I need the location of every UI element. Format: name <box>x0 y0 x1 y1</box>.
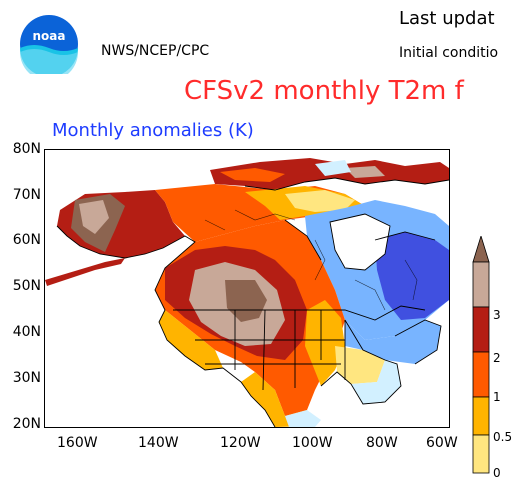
y-tick-label: 30N <box>12 370 41 386</box>
last-updated-label: Last updat <box>399 8 495 29</box>
mexico-cool <box>285 410 321 427</box>
anomaly-map <box>44 149 450 428</box>
colorbar-seg-1-2 <box>472 351 490 398</box>
x-tick-label: 100W <box>292 435 333 451</box>
colorbar-seg-05-1 <box>472 396 490 436</box>
colorbar-seg-3-4 <box>472 261 490 308</box>
map-title: CFSv2 monthly T2m f <box>184 76 464 106</box>
map-canvas <box>45 158 449 427</box>
southeast-light <box>335 346 385 384</box>
noaa-logo-icon: noaa <box>19 14 79 81</box>
y-tick-label: 40N <box>12 324 41 340</box>
y-tick-label: 20N <box>12 416 41 432</box>
colorbar-seg-0-05 <box>472 434 490 474</box>
colorbar-label: 3 <box>493 308 501 322</box>
svg-text:noaa: noaa <box>33 29 66 43</box>
alaska-warm-center <box>79 200 109 234</box>
colorbar-label: 1 <box>493 390 501 404</box>
x-tick-label: 60W <box>426 435 458 451</box>
map-subtitle: Monthly anomalies (K) <box>52 120 254 141</box>
colorbar-top-arrow <box>472 234 490 263</box>
y-tick-label: 50N <box>12 278 41 294</box>
colorbar-seg-2-3 <box>472 306 490 353</box>
colorbar-label: 0.5 <box>493 430 513 444</box>
agency-label: NWS/NCEP/CPC <box>101 43 210 59</box>
y-tick-label: 70N <box>12 187 41 203</box>
rockies-warm-peak <box>225 280 267 322</box>
aleutians <box>45 258 125 286</box>
x-tick-label: 140W <box>138 435 179 451</box>
initial-conditions-label: Initial conditio <box>399 45 499 61</box>
y-tick-label: 60N <box>12 232 41 248</box>
map-boundaries <box>56 177 449 427</box>
colorbar <box>471 234 491 476</box>
colorbar-label: 0 <box>493 466 501 480</box>
arctic-cool-patch <box>315 160 351 176</box>
eastern-us-cool <box>345 320 441 364</box>
colorbar-label: 2 <box>493 351 501 365</box>
x-tick-label: 80W <box>366 435 398 451</box>
map-inner-lines <box>204 209 418 311</box>
plains-transition <box>305 300 345 386</box>
hudson-bay <box>330 214 390 270</box>
x-tick-label: 160W <box>57 435 98 451</box>
arctic-islands-inner <box>345 166 385 178</box>
y-tick-label: 80N <box>12 141 41 157</box>
labrador-cold <box>375 232 449 320</box>
pacific-coast-warm <box>159 310 223 370</box>
southeast-cool <box>351 360 401 404</box>
x-tick-label: 120W <box>220 435 261 451</box>
arctic-islands-inner <box>220 168 285 182</box>
canada-light-band <box>285 190 355 212</box>
